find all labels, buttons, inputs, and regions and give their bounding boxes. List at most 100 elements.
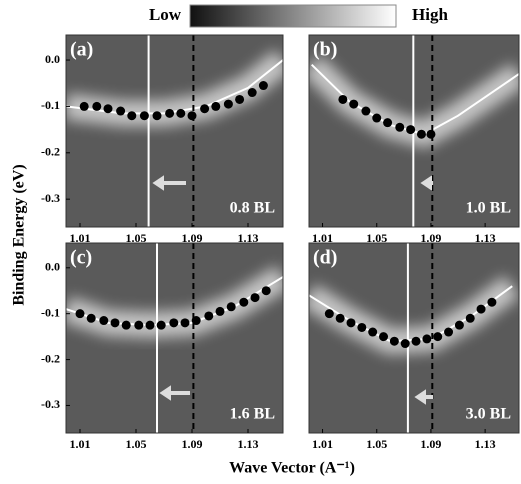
- y-axis-label: Binding Energy (eV): [11, 164, 28, 305]
- y-tick-label: -0.2: [41, 145, 60, 159]
- data-point: [335, 313, 345, 323]
- data-point: [357, 322, 367, 332]
- x-tick-label: 1.13: [238, 231, 259, 245]
- y-tick-label: -0.3: [41, 397, 60, 411]
- x-axis-label: Wave Vector (A⁻¹): [229, 460, 355, 477]
- data-point: [127, 111, 137, 121]
- x-tick-label: 1.05: [126, 231, 147, 245]
- annotation: 0.8 BL: [230, 200, 275, 217]
- panel-label: (a): [70, 39, 93, 61]
- data-point: [465, 313, 475, 323]
- panel: [309, 35, 519, 227]
- data-point: [338, 94, 348, 104]
- data-point: [239, 297, 249, 307]
- panel-frame: [65, 242, 284, 434]
- data-point: [454, 320, 464, 330]
- y-tick-label: -0.2: [41, 351, 60, 365]
- arrow: [152, 175, 186, 191]
- data-point: [187, 111, 197, 121]
- data-point: [103, 104, 113, 114]
- data-point: [134, 320, 144, 330]
- data-point: [349, 99, 359, 109]
- data-point: [204, 311, 214, 321]
- colorbar-high: High: [412, 5, 448, 24]
- data-point: [116, 106, 126, 116]
- data-point: [92, 101, 102, 111]
- colorbar: [189, 4, 397, 28]
- data-point: [389, 336, 399, 346]
- data-point: [361, 106, 371, 116]
- colorbar-low: Low: [149, 5, 182, 24]
- data-point: [476, 304, 486, 314]
- data-point: [165, 108, 175, 118]
- data-point: [422, 334, 432, 344]
- x-tick-label: 1.05: [366, 231, 387, 245]
- x-tick-label: 1.01: [70, 231, 91, 245]
- arrow: [414, 389, 433, 405]
- panel: [309, 243, 519, 433]
- data-point: [79, 101, 89, 111]
- x-tick-label: 1.13: [475, 437, 496, 451]
- data-point: [247, 88, 257, 98]
- x-tick-label: 1.09: [420, 231, 441, 245]
- data-point: [211, 101, 221, 111]
- annotation: 3.0 BL: [466, 406, 511, 423]
- data-point: [258, 81, 268, 91]
- panel-frame: [308, 242, 520, 434]
- panel: [66, 243, 283, 433]
- panel-frame: [308, 34, 520, 228]
- data-point: [372, 113, 382, 123]
- arrow: [420, 175, 433, 191]
- x-tick-label: 1.01: [312, 437, 333, 451]
- data-point: [152, 111, 162, 121]
- x-tick-label: 1.09: [182, 231, 203, 245]
- data-point: [215, 306, 225, 316]
- y-tick-label: -0.1: [41, 305, 60, 319]
- arrow: [159, 385, 190, 401]
- panel-frame: [65, 34, 284, 228]
- data-point: [368, 327, 378, 337]
- data-point: [426, 129, 436, 139]
- data-point: [411, 336, 421, 346]
- data-point: [180, 318, 190, 328]
- data-point: [139, 111, 149, 121]
- data-point: [395, 122, 405, 132]
- data-point: [400, 339, 410, 349]
- x-tick-label: 1.05: [126, 437, 147, 451]
- panel-background: [66, 243, 283, 433]
- y-tick-label: -0.1: [41, 98, 60, 112]
- data-point: [156, 320, 166, 330]
- data-point: [346, 318, 356, 328]
- annotation: 1.0 BL: [466, 200, 511, 217]
- data-point: [86, 313, 96, 323]
- x-tick-label: 1.09: [420, 437, 441, 451]
- data-point: [383, 118, 393, 128]
- data-point: [324, 309, 334, 319]
- annotation: 1.6 BL: [230, 406, 275, 423]
- data-point: [110, 318, 120, 328]
- x-tick-label: 1.01: [70, 437, 91, 451]
- data-point: [433, 332, 443, 342]
- data-point: [416, 129, 426, 139]
- data-point: [250, 293, 260, 303]
- data-point: [145, 320, 155, 330]
- data-point: [487, 297, 497, 307]
- x-tick-label: 1.09: [182, 437, 203, 451]
- x-tick-label: 1.13: [475, 231, 496, 245]
- panel-label: (c): [70, 247, 92, 269]
- data-point: [444, 327, 454, 337]
- data-point: [121, 320, 131, 330]
- y-tick-label: 0.0: [45, 52, 60, 66]
- data-point: [223, 99, 233, 109]
- panel-background: [66, 35, 283, 227]
- data-point: [261, 286, 271, 296]
- data-point: [226, 302, 236, 312]
- panel-label: (d): [313, 247, 337, 269]
- data-point: [99, 316, 109, 326]
- y-tick-label: 0.0: [45, 260, 60, 274]
- data-point: [191, 316, 201, 326]
- data-point: [379, 332, 389, 342]
- data-point: [169, 318, 179, 328]
- data-point: [75, 309, 85, 319]
